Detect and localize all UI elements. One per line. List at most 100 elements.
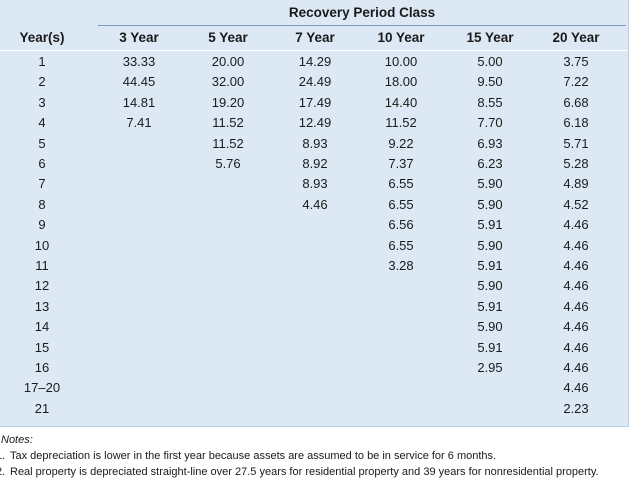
group-title: Recovery Period Class (288, 5, 436, 20)
rate-cell: 4.46 (563, 319, 589, 335)
year-cell: 17–20 (23, 380, 61, 396)
year-cell: 9 (38, 217, 46, 233)
rate-cell: 6.55 (388, 176, 414, 192)
year-cell: 5 (38, 135, 46, 151)
group-rule (98, 25, 626, 26)
rate-cell: 33.33 (122, 54, 156, 69)
rate-cell: 4.52 (563, 196, 589, 212)
rate-cell: 5.91 (477, 339, 503, 355)
rate-cell: 5.71 (563, 135, 589, 151)
column-header: 15 Year (466, 30, 514, 45)
rate-cell: 14.29 (298, 54, 332, 69)
year-cell: 13 (34, 298, 50, 314)
rate-cell: 7.22 (563, 74, 589, 90)
rate-cell: 3.28 (388, 258, 414, 273)
rate-cell: 5.91 (477, 258, 503, 273)
rate-cell: 5.91 (477, 217, 503, 233)
depreciation-table: Recovery Period Class Year(s) 3 Year 5 Ye… (0, 0, 629, 427)
rate-cell: 6.55 (388, 196, 414, 212)
rate-cell: 6.56 (388, 217, 414, 233)
rate-cell: 2.23 (563, 400, 589, 416)
column-header: 7 Year (295, 30, 335, 45)
note-text: Tax depreciation is lower in the first y… (10, 450, 497, 462)
rate-cell: 9.22 (388, 135, 414, 151)
rate-cell: 5.00 (477, 54, 503, 69)
notes: Notes: 1. Tax depreciation is lower in th… (0, 432, 642, 480)
note-marker: 1. (0, 450, 6, 462)
rate-cell: 4.89 (563, 176, 589, 192)
rate-cell: 10.00 (384, 54, 418, 69)
year-cell: 4 (38, 115, 46, 131)
rate-cell: 17.49 (298, 94, 332, 110)
rate-cell: 4.46 (563, 258, 589, 273)
column-header: 5 Year (208, 30, 248, 45)
rate-cell: 20.00 (211, 54, 245, 69)
rate-cell: 7.41 (126, 115, 152, 131)
note: 1. Tax depreciation is lower in the first… (0, 448, 642, 464)
rate-cell: 5.91 (477, 298, 503, 314)
notes-title: Notes: (1, 434, 33, 446)
rate-cell: 6.55 (388, 237, 414, 253)
rate-cell: 24.49 (298, 74, 332, 90)
rate-cell: 8.93 (302, 176, 328, 192)
rate-cell: 7.70 (477, 115, 503, 131)
rate-cell: 4.46 (563, 278, 589, 294)
rate-cell: 4.46 (563, 360, 589, 375)
rate-cell: 4.46 (563, 237, 589, 253)
rate-cell: 19.20 (211, 94, 245, 110)
rate-cell: 11.52 (212, 135, 244, 151)
rate-cell: 14.81 (122, 94, 156, 110)
rate-cell: 11.52 (212, 115, 244, 131)
rate-cell: 3.75 (563, 54, 589, 69)
rate-cell: 32.00 (211, 74, 245, 90)
rate-cell: 6.18 (563, 115, 589, 131)
rate-cell: 4.46 (563, 217, 589, 233)
rate-cell: 2.95 (477, 360, 503, 375)
column-header: 10 Year (377, 30, 425, 45)
rate-cell: 4.46 (563, 339, 589, 355)
year-cell: 21 (34, 400, 50, 416)
rate-cell: 4.46 (563, 298, 589, 314)
rate-cell: 9.50 (477, 74, 503, 90)
rate-cell: 11.52 (385, 115, 417, 131)
rate-cell: 14.40 (384, 94, 418, 110)
rate-cell: 5.90 (477, 196, 503, 212)
note-marker: 2. (0, 466, 6, 478)
rate-cell: 4.46 (302, 196, 328, 212)
note-text: Real property is depreciated straight-li… (10, 466, 599, 478)
column-header: 20 Year (552, 30, 600, 45)
rate-cell: 5.90 (477, 319, 503, 335)
rate-cell: 6.23 (477, 156, 503, 171)
year-cell: 15 (34, 339, 50, 355)
rate-cell: 5.90 (477, 176, 503, 192)
year-cell: 7 (38, 176, 46, 192)
year-header: Year(s) (19, 30, 65, 45)
year-cell: 10 (34, 237, 50, 253)
column-header: 3 Year (119, 30, 159, 45)
year-cell: 12 (34, 278, 50, 294)
year-cell: 16 (34, 360, 50, 375)
rate-cell: 7.37 (388, 156, 414, 171)
rate-cell: 5.76 (215, 156, 241, 171)
rate-cell: 12.49 (298, 115, 332, 131)
year-cell: 11 (35, 258, 49, 273)
rate-cell: 6.93 (477, 135, 503, 151)
year-cell: 3 (38, 94, 46, 110)
rate-cell: 6.68 (563, 94, 589, 110)
rate-cell: 8.93 (302, 135, 328, 151)
header-rule (0, 50, 628, 51)
rate-cell: 5.90 (477, 278, 503, 294)
year-cell: 14 (34, 319, 50, 335)
year-cell: 8 (38, 196, 46, 212)
rate-cell: 5.90 (477, 237, 503, 253)
rate-cell: 5.28 (563, 156, 589, 171)
rate-cell: 8.55 (477, 94, 503, 110)
rate-cell: 44.45 (122, 74, 156, 90)
rate-cell: 4.46 (563, 380, 589, 396)
rate-cell: 18.00 (384, 74, 418, 90)
rate-cell: 8.92 (302, 156, 328, 171)
year-cell: 1 (38, 54, 46, 69)
note: 2. Real property is depreciated straight-… (0, 464, 642, 480)
year-cell: 2 (38, 74, 46, 90)
